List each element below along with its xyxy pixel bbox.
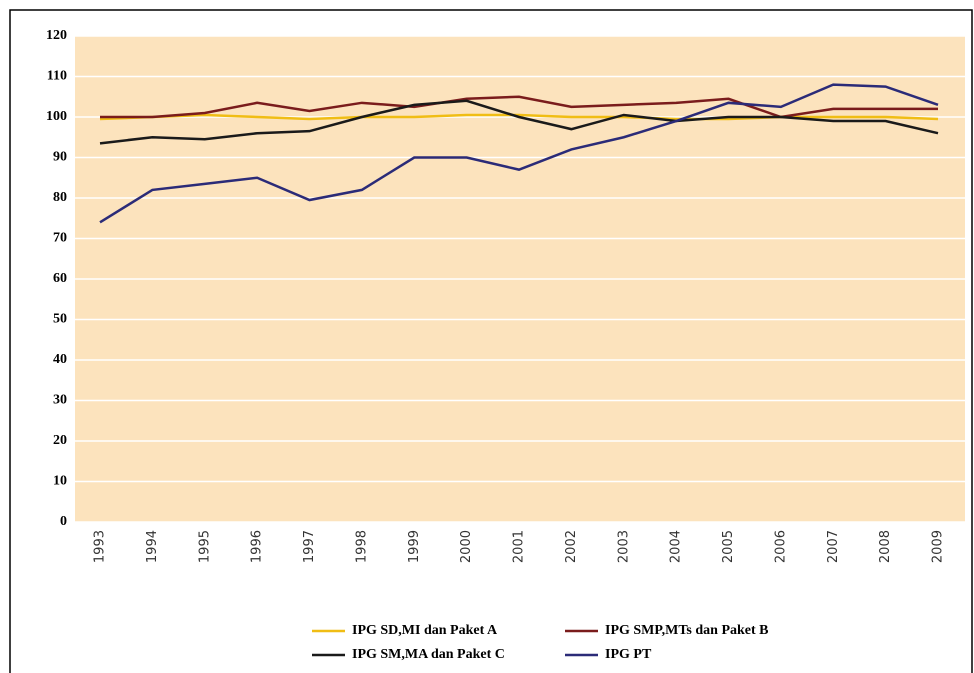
- y-tick-label: 120: [46, 28, 67, 43]
- x-tick-label: 2006: [773, 530, 788, 563]
- y-tick-label: 80: [53, 190, 67, 205]
- series-line: [99, 99, 939, 145]
- x-tick-label: 2003: [616, 530, 631, 563]
- y-tick-label: 20: [53, 433, 67, 448]
- x-tick-label: 1999: [407, 530, 422, 563]
- legend-label: IPG SM,MA dan Paket C: [352, 647, 505, 662]
- x-tick-label: 1993: [93, 530, 108, 563]
- x-tick-label: 1994: [145, 530, 160, 563]
- frame: [9, 9, 973, 673]
- y-tick-label: 30: [53, 393, 67, 408]
- x-tick-label: 2005: [721, 530, 736, 563]
- x-tick-label: 1998: [354, 530, 369, 563]
- x-tick-label: 2008: [878, 530, 893, 563]
- series-line: [99, 83, 939, 224]
- x-tick-label: 1996: [250, 530, 265, 563]
- x-tick-label: 1997: [302, 530, 317, 563]
- x-tick-label: 2000: [459, 530, 474, 563]
- legend-label: IPG PT: [605, 647, 652, 662]
- x-tick-label: 2002: [564, 530, 579, 563]
- y-tick-label: 0: [60, 514, 67, 529]
- legend-label: IPG SMP,MTs dan Paket B: [605, 623, 769, 638]
- y-tick-label: 70: [53, 231, 67, 246]
- series-line: [99, 113, 939, 121]
- x-tick-label: 2009: [931, 530, 946, 563]
- x-tick-label: 2001: [512, 530, 527, 563]
- x-tick-label: 1995: [197, 530, 212, 563]
- legend-label: IPG SD,MI dan Paket A: [352, 623, 498, 638]
- y-tick-label: 60: [53, 271, 67, 286]
- y-tick-label: 110: [47, 69, 67, 84]
- x-tick-label: 2007: [826, 530, 841, 563]
- y-tick-label: 90: [53, 150, 67, 165]
- y-tick-label: 40: [53, 352, 67, 367]
- y-tick-label: 100: [46, 109, 67, 124]
- y-tick-label: 10: [53, 474, 67, 489]
- series-line: [100, 95, 938, 119]
- x-tick-label: 2004: [669, 530, 684, 563]
- y-tick-label: 50: [53, 312, 67, 327]
